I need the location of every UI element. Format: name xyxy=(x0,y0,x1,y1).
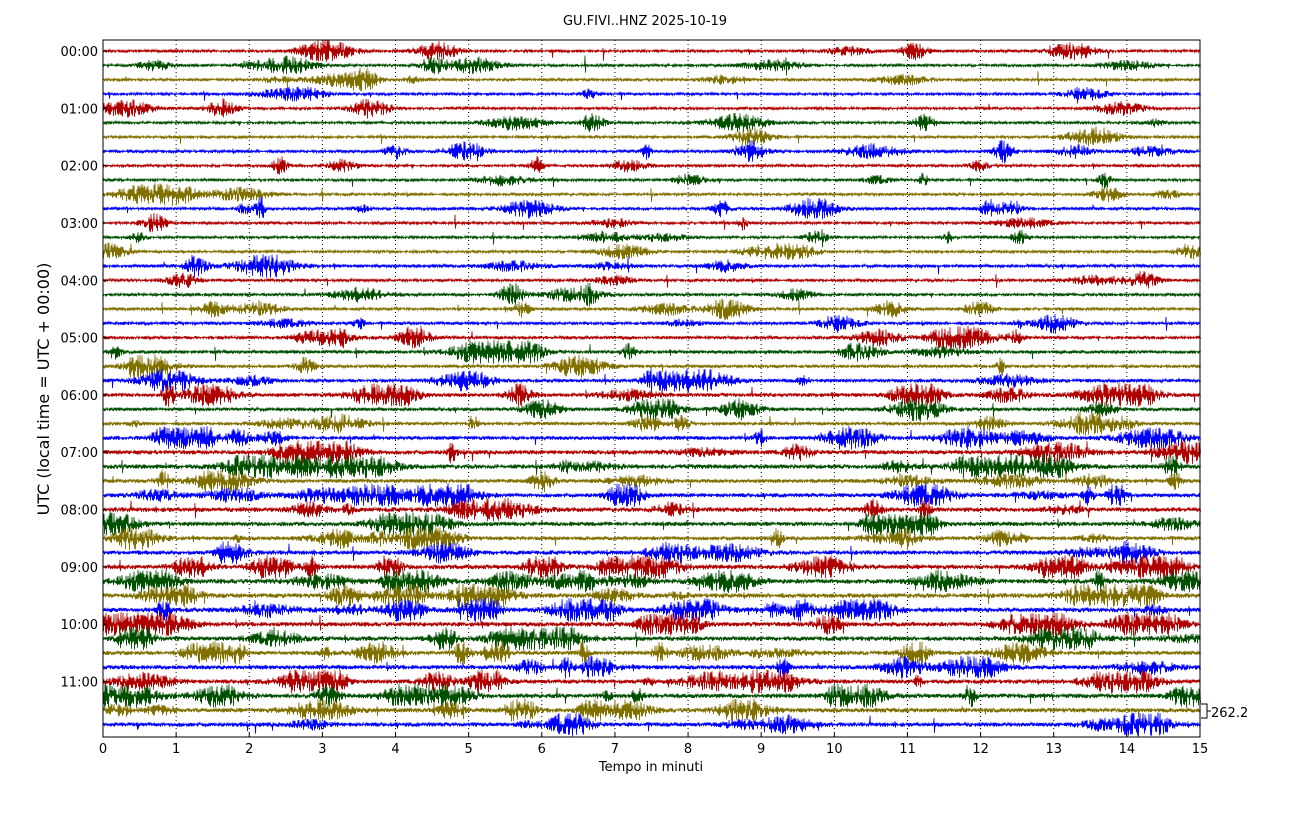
plot-frame xyxy=(102,39,1201,738)
y-tick-label: 06:00 xyxy=(61,389,98,404)
trace-line xyxy=(102,454,1201,479)
trace-line xyxy=(102,683,1201,708)
trace-line xyxy=(102,368,1201,393)
trace-line xyxy=(102,698,1201,723)
trace-line xyxy=(102,172,1201,189)
trace-line xyxy=(102,197,1201,220)
trace-line xyxy=(102,555,1201,579)
trace-line xyxy=(102,383,1201,407)
trace-line xyxy=(102,126,1201,147)
trace-line xyxy=(102,612,1201,637)
trace-line xyxy=(102,212,1201,233)
trace-line xyxy=(102,183,1201,206)
y-tick-label: 05:00 xyxy=(61,332,98,347)
y-tick-label: 07:00 xyxy=(61,446,98,461)
x-tick-label: 1 xyxy=(172,742,180,757)
seismic-traces xyxy=(102,39,1201,737)
y-axis-label: UTC (local time = UTC + 00:00) xyxy=(34,263,53,516)
trace-line xyxy=(102,112,1201,133)
trace-line xyxy=(102,140,1201,164)
x-tick-label: 5 xyxy=(465,742,473,757)
trace-line xyxy=(102,597,1201,622)
amplitude-scale-bracket xyxy=(1201,703,1211,719)
trace-line xyxy=(102,469,1201,493)
y-tick-label: 08:00 xyxy=(61,504,98,519)
trace-line xyxy=(102,583,1201,608)
trace-line xyxy=(102,339,1201,364)
trace-line xyxy=(102,526,1201,551)
trace-line xyxy=(102,67,1201,92)
x-tick-label: 12 xyxy=(972,742,989,757)
trace-line xyxy=(102,411,1201,436)
x-tick-label: 11 xyxy=(899,742,916,757)
y-axis: 00:00 01:00 02:00 03:00 04:00 05:00 06:00 07:00… xyxy=(61,45,107,691)
y-tick-label: 03:00 xyxy=(61,217,98,232)
trace-line xyxy=(102,271,1201,289)
x-tick-label: 2 xyxy=(245,742,253,757)
trace-line xyxy=(102,313,1201,334)
trace-line xyxy=(102,354,1201,379)
chart-title: GU.FIVI..HNZ 2025-10-19 xyxy=(563,14,727,29)
trace-line xyxy=(102,712,1201,737)
x-tick-label: 6 xyxy=(538,742,546,757)
trace-line xyxy=(102,497,1201,522)
trace-line xyxy=(102,440,1201,465)
amplitude-scale-label: 262.2 xyxy=(1211,706,1248,721)
x-tick-label: 13 xyxy=(1045,742,1062,757)
trace-line xyxy=(102,55,1201,76)
trace-line xyxy=(102,640,1201,665)
x-tick-label: 3 xyxy=(318,742,326,757)
trace-line xyxy=(102,655,1201,679)
trace-line xyxy=(102,669,1201,694)
trace-line xyxy=(102,425,1201,450)
trace-line xyxy=(102,540,1201,565)
trace-line xyxy=(102,626,1201,651)
x-tick-label: 15 xyxy=(1192,742,1209,757)
trace-line xyxy=(102,155,1201,175)
trace-line xyxy=(102,512,1201,536)
trace-line xyxy=(102,398,1201,422)
x-tick-label: 8 xyxy=(684,742,692,757)
x-tick-label: 10 xyxy=(826,742,843,757)
x-axis: 0 1 2 3 4 5 6 7 8 9 10 11 12 13 14 15 xyxy=(99,733,1208,757)
x-axis-label: Tempo in minuti xyxy=(598,760,703,775)
trace-line xyxy=(102,254,1201,278)
y-tick-label: 00:00 xyxy=(61,45,98,60)
trace-line xyxy=(102,39,1201,63)
x-tick-label: 14 xyxy=(1119,742,1136,757)
trace-line xyxy=(102,98,1201,119)
x-tick-label: 7 xyxy=(611,742,619,757)
y-tick-label: 02:00 xyxy=(61,160,98,175)
trace-line xyxy=(102,229,1201,248)
y-tick-label: 04:00 xyxy=(61,274,98,289)
x-tick-label: 0 xyxy=(99,742,107,757)
trace-line xyxy=(102,325,1201,350)
trace-line xyxy=(102,483,1201,508)
trace-line xyxy=(102,86,1201,104)
x-tick-label: 4 xyxy=(391,742,399,757)
trace-line xyxy=(102,569,1201,594)
y-tick-label: 10:00 xyxy=(61,618,98,633)
y-tick-label: 01:00 xyxy=(61,102,98,117)
x-tick-label: 9 xyxy=(757,742,765,757)
trace-line xyxy=(102,282,1201,307)
y-tick-label: 09:00 xyxy=(61,561,98,576)
trace-line xyxy=(102,242,1201,260)
y-tick-label: 11:00 xyxy=(61,676,98,691)
trace-line xyxy=(102,298,1201,320)
